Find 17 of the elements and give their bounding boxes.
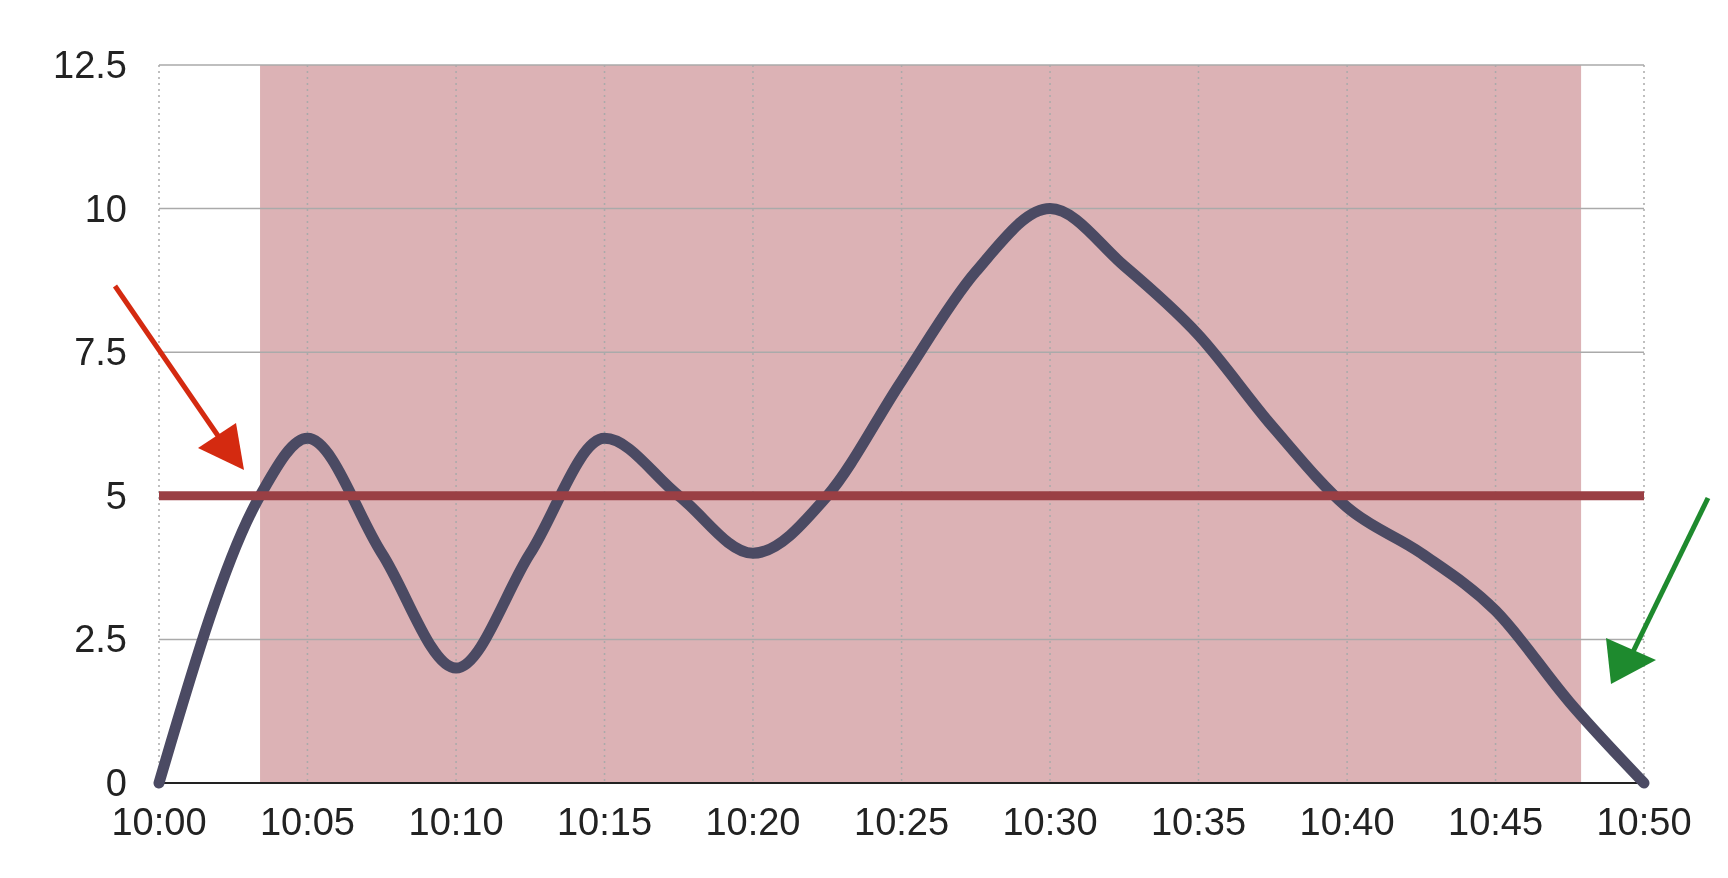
- x-tick-label: 10:00: [111, 801, 207, 843]
- x-tick-label: 10:25: [854, 801, 950, 843]
- x-tick-label: 10:45: [1448, 801, 1544, 843]
- y-tick-label: 12.5: [53, 44, 127, 86]
- y-tick-label: 10: [84, 187, 127, 230]
- y-tick-label: 5: [105, 474, 127, 517]
- x-tick-label: 10:05: [259, 801, 355, 843]
- y-tick-label: 2.5: [74, 618, 127, 661]
- x-tick-label: 10:40: [1299, 801, 1395, 843]
- x-tick-label: 10:35: [1150, 801, 1247, 843]
- x-tick-label: 10:30: [1002, 801, 1098, 843]
- x-tick-label: 10:15: [556, 801, 653, 843]
- y-tick-label: 0: [105, 762, 127, 804]
- x-tick-label: 10:10: [408, 801, 504, 843]
- x-tick-label: 10:20: [705, 801, 801, 843]
- x-tick-label: 10:50: [1596, 801, 1692, 843]
- y-tick-label: 7.5: [74, 331, 127, 374]
